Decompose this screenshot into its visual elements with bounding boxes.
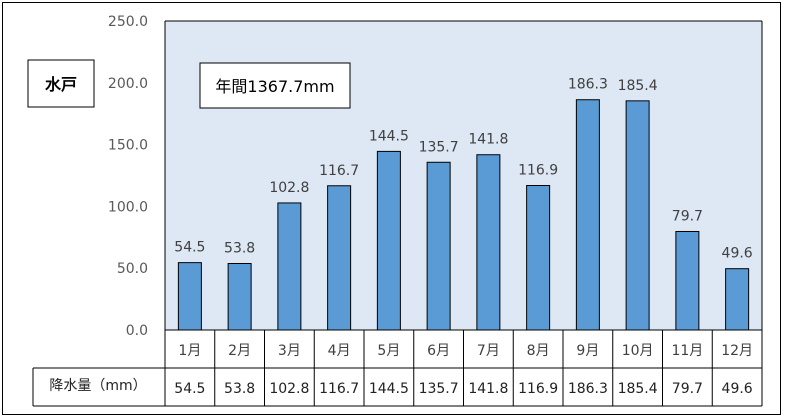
table-value-cell: 53.8	[224, 381, 255, 397]
data-labels: 54.5 53.8 102.8 116.7 144.5 135.7 141.8 116.9 18…	[174, 77, 753, 262]
table-value-cell: 144.5	[369, 381, 409, 397]
annual-total-label: 年間1367.7mm	[215, 77, 334, 96]
bar	[426, 161, 451, 331]
bars	[177, 99, 750, 331]
table-value-cell: 185.4	[618, 381, 658, 397]
data-label: 135.7	[419, 139, 459, 155]
y-tick-label: 250.0	[108, 14, 148, 30]
bar	[725, 268, 750, 331]
data-label: 116.9	[518, 163, 558, 179]
y-axis: 0.0 50.0 100.0 150.0 200.0 250.0	[108, 14, 148, 339]
table-values: 54.5 53.8 102.8 116.7 144.5 135.7 141.8 116.9 18…	[174, 381, 753, 397]
bar	[575, 99, 600, 331]
category-label: 12月	[721, 343, 753, 359]
category-label: 6月	[427, 343, 450, 359]
category-label: 10月	[622, 343, 654, 359]
table-value-cell: 102.8	[269, 381, 309, 397]
category-label: 3月	[278, 343, 301, 359]
table-value-cell: 54.5	[174, 381, 205, 397]
bar	[277, 202, 302, 331]
annual-total-box	[199, 62, 351, 109]
category-label: 8月	[527, 343, 550, 359]
data-label: 144.5	[369, 128, 409, 144]
data-label: 141.8	[468, 132, 508, 148]
bar	[177, 262, 202, 331]
category-label: 5月	[377, 343, 400, 359]
data-label: 185.4	[618, 78, 658, 94]
data-label: 53.8	[224, 241, 255, 257]
bar	[526, 185, 551, 331]
bar	[327, 185, 352, 331]
y-tick-label: 0.0	[126, 323, 148, 339]
station-label: 水戸	[45, 75, 77, 94]
bar	[476, 154, 501, 331]
bar	[376, 150, 401, 331]
table-header: 降水量（mm）	[49, 378, 146, 394]
y-tick-label: 200.0	[108, 76, 148, 92]
table-value-cell: 135.7	[419, 381, 459, 397]
y-tick-label: 50.0	[117, 261, 148, 277]
data-label: 79.7	[672, 208, 703, 224]
category-label: 1月	[178, 343, 201, 359]
table-value-cell: 49.6	[722, 381, 753, 397]
category-labels: 1月 2月 3月 4月 5月 6月 7月 8月 9月 10月 11月 12月	[178, 343, 753, 359]
table-value-cell: 116.7	[319, 381, 359, 397]
bar	[625, 100, 650, 331]
table-value-cell: 186.3	[568, 381, 608, 397]
category-label: 2月	[228, 343, 251, 359]
category-label: 4月	[328, 343, 351, 359]
table-value-cell: 79.7	[672, 381, 703, 397]
category-label: 7月	[477, 343, 500, 359]
data-label: 102.8	[269, 180, 309, 196]
table-value-cell: 116.9	[518, 381, 558, 397]
station-label-box	[27, 59, 95, 108]
y-tick-label: 100.0	[108, 199, 148, 215]
y-tick-label: 150.0	[108, 138, 148, 154]
category-label: 11月	[671, 343, 703, 359]
data-label: 186.3	[568, 77, 608, 93]
table-value-cell: 141.8	[468, 381, 508, 397]
bar	[675, 230, 700, 331]
data-label: 54.5	[174, 240, 205, 256]
data-label: 116.7	[319, 163, 359, 179]
data-label: 49.6	[722, 246, 753, 262]
data-table: 降水量（mm）	[32, 20, 763, 407]
category-label: 9月	[576, 343, 599, 359]
bar	[227, 263, 252, 331]
